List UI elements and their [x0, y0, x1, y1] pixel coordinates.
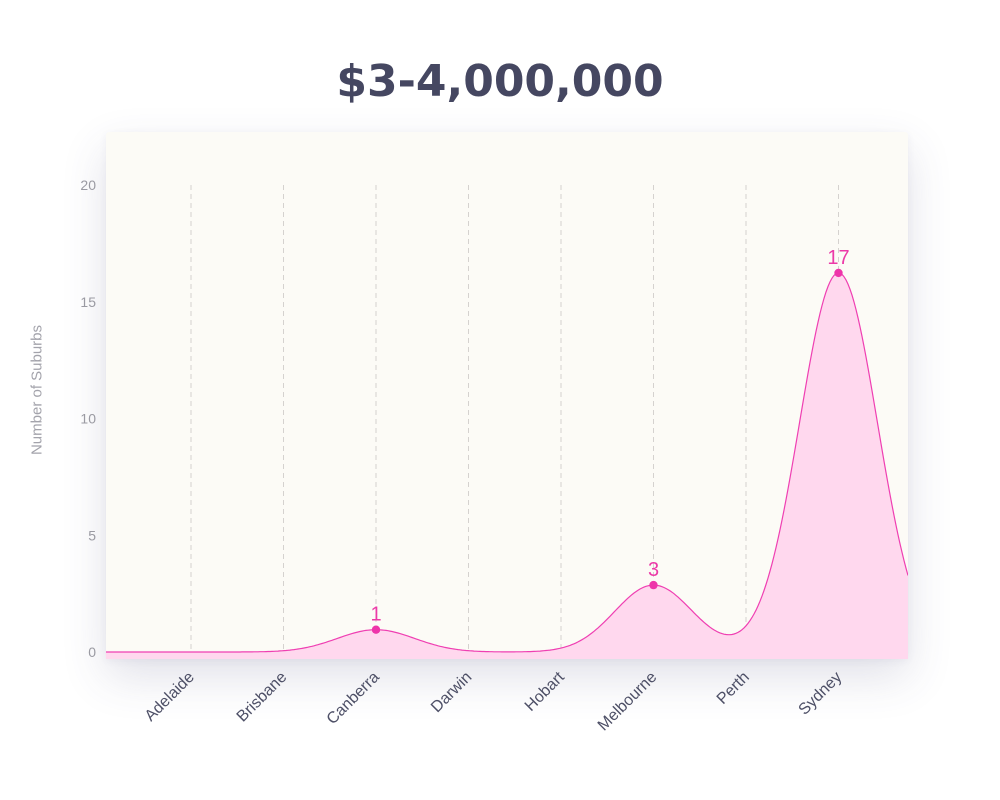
x-tick-label-adelaide: Adelaide — [142, 669, 198, 725]
data-point-sydney — [834, 268, 843, 278]
y-tick-label: 10 — [80, 411, 96, 427]
x-tick-label-melbourne: Melbourne — [595, 669, 661, 735]
x-tick-label-hobart: Hobart — [522, 668, 568, 714]
series-group — [106, 272, 908, 659]
data-point-melbourne — [649, 580, 658, 590]
y-tick-label: 5 — [88, 527, 96, 543]
x-tick-label-perth: Perth — [714, 669, 753, 708]
x-tick-label-canberra: Canberra — [324, 669, 383, 728]
data-label-melbourne: 3 — [648, 559, 659, 581]
x-tick-label-darwin: Darwin — [428, 669, 475, 716]
data-label-canberra: 1 — [370, 604, 381, 626]
y-tick-label: 20 — [80, 177, 96, 193]
x-tick-label-sydney: Sydney — [796, 669, 846, 719]
y-tick-label: 0 — [88, 644, 96, 660]
y-axis-title: Number of Suburbs — [28, 324, 46, 456]
chart-title: $3-4,000,000 — [336, 56, 664, 107]
y-tick-label: 15 — [80, 294, 96, 310]
series-area — [106, 272, 908, 659]
x-tick-label-brisbane: Brisbane — [234, 669, 291, 726]
data-label-sydney: 17 — [827, 247, 849, 269]
series-line — [106, 272, 908, 653]
data-point-canberra — [371, 625, 381, 634]
